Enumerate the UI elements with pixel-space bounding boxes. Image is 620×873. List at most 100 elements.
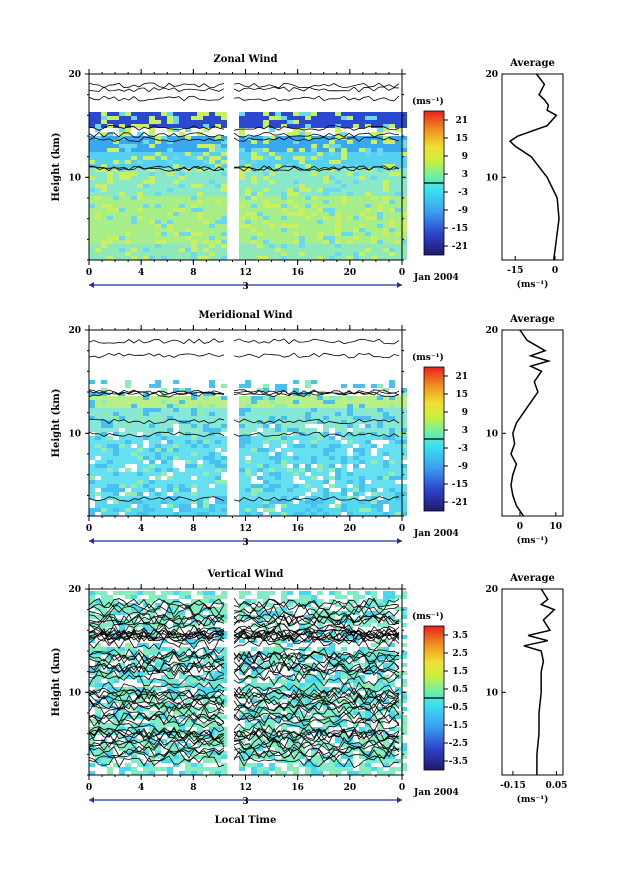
heatmap-cell: [251, 671, 257, 675]
heatmap-cell: [293, 468, 299, 472]
heatmap-cell: [299, 643, 305, 647]
heatmap-cell: [263, 464, 269, 468]
heatmap-cell: [299, 512, 305, 516]
heatmap-cell: [287, 659, 293, 663]
heatmap-cell: [239, 252, 245, 256]
heatmap-cell: [329, 508, 335, 512]
heatmap-cell: [347, 184, 353, 188]
heatmap-cell: [197, 412, 203, 416]
heatmap-cell: [251, 428, 257, 432]
heatmap-cell: [143, 164, 149, 168]
heatmap-cell: [137, 176, 143, 180]
heatmap-cell: [299, 456, 305, 460]
heatmap-cell: [173, 132, 179, 136]
heatmap-cell: [191, 763, 197, 767]
heatmap-cell: [179, 152, 185, 156]
heatmap-cell: [287, 496, 293, 500]
heatmap-cell: [287, 643, 293, 647]
heatmap-cell: [173, 152, 179, 156]
heatmap-cell: [185, 244, 191, 248]
heatmap-cell: [215, 112, 221, 116]
heatmap-cell: [203, 492, 209, 496]
heatmap-cell: [167, 687, 173, 691]
heatmap-cell: [257, 172, 263, 176]
heatmap-cell: [161, 152, 167, 156]
heatmap-cell: [245, 220, 251, 224]
heatmap-cell: [305, 208, 311, 212]
heatmap-cell: [401, 148, 407, 152]
heatmap-cell: [131, 508, 137, 512]
heatmap-cell: [299, 472, 305, 476]
heatmap-cell: [353, 236, 359, 240]
heatmap-cell: [287, 120, 293, 124]
heatmap-cell: [317, 164, 323, 168]
heatmap-cell: [383, 112, 389, 116]
heatmap-cell: [203, 460, 209, 464]
heatmap-cell: [263, 176, 269, 180]
heatmap-cell: [401, 384, 407, 388]
heatmap-cell: [293, 424, 299, 428]
heatmap-cell: [311, 751, 317, 755]
heatmap-cell: [365, 432, 371, 436]
heatmap-cell: [365, 236, 371, 240]
heatmap-cell: [119, 440, 125, 444]
heatmap-cell: [113, 444, 119, 448]
heatmap-cell: [317, 140, 323, 144]
heatmap-cell: [395, 484, 401, 488]
heatmap-cell: [329, 424, 335, 428]
heatmap-cell: [173, 184, 179, 188]
heatmap-cell: [191, 420, 197, 424]
heatmap-cell: [215, 188, 221, 192]
heatmap-cell: [197, 436, 203, 440]
heatmap-cell: [305, 224, 311, 228]
heatmap-cell: [125, 112, 131, 116]
heatmap-cell: [143, 380, 149, 384]
heatmap-cell: [215, 400, 221, 404]
heatmap-cell: [323, 444, 329, 448]
heatmap-cell: [251, 112, 257, 116]
heatmap-cell: [203, 400, 209, 404]
heatmap-cell: [275, 156, 281, 160]
profile-x-label: (ms⁻¹): [517, 279, 549, 290]
heatmap-cell: [245, 112, 251, 116]
heatmap-cell: [401, 723, 407, 727]
heatmap-cell: [173, 408, 179, 412]
heatmap-cell: [119, 212, 125, 216]
heatmap-cell: [305, 408, 311, 412]
heatmap-cell: [245, 428, 251, 432]
heatmap-cell: [167, 671, 173, 675]
heatmap-cell: [263, 739, 269, 743]
heatmap-cell: [311, 420, 317, 424]
heatmap-cell: [323, 208, 329, 212]
heatmap-cell: [167, 655, 173, 659]
heatmap-cell: [203, 504, 209, 508]
heatmap-cell: [341, 180, 347, 184]
heatmap-cell: [305, 164, 311, 168]
heatmap-cell: [209, 152, 215, 156]
heatmap-cell: [215, 124, 221, 128]
heatmap-cell: [161, 512, 167, 516]
heatmap-cell: [125, 424, 131, 428]
heatmap-cell: [329, 120, 335, 124]
heatmap-cell: [329, 763, 335, 767]
heatmap-cell: [197, 244, 203, 248]
heatmap-cell: [401, 755, 407, 759]
heatmap-cell: [167, 416, 173, 420]
heatmap-cell: [389, 224, 395, 228]
heatmap-cell: [341, 236, 347, 240]
heatmap-cell: [143, 240, 149, 244]
heatmap-cell: [329, 244, 335, 248]
heatmap-cell: [251, 176, 257, 180]
heatmap-cell: [167, 488, 173, 492]
heatmap-cell: [149, 719, 155, 723]
heatmap-cell: [137, 436, 143, 440]
heatmap-cell: [311, 256, 317, 260]
heatmap-cell: [125, 412, 131, 416]
contour-line: [88, 124, 400, 131]
heatmap-cell: [269, 408, 275, 412]
heatmap-cell: [275, 440, 281, 444]
heatmap-cell: [191, 176, 197, 180]
heatmap-cell: [143, 204, 149, 208]
heatmap-cell: [353, 244, 359, 248]
heatmap-cell: [95, 667, 101, 671]
